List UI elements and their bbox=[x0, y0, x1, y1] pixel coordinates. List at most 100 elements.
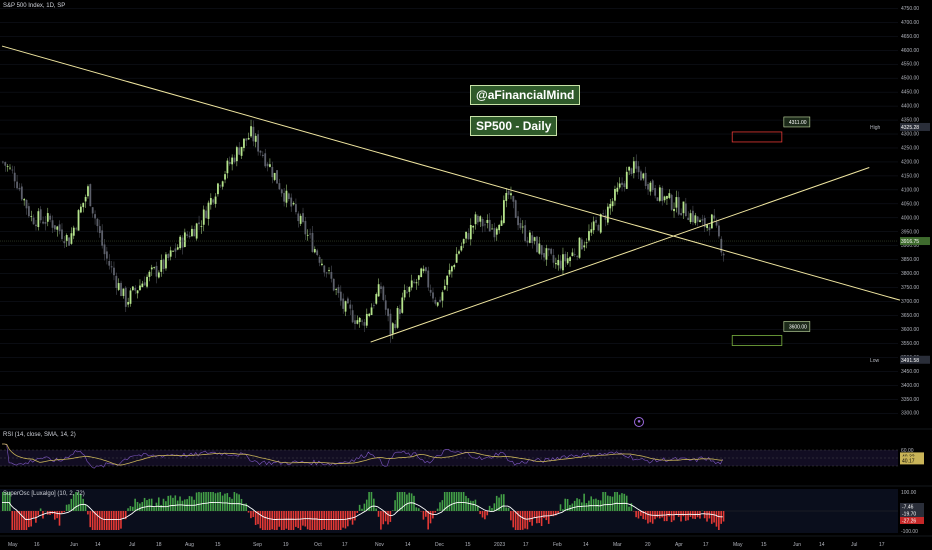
superosc-bar bbox=[510, 511, 512, 521]
high-tag: High bbox=[870, 125, 881, 131]
candle-body bbox=[451, 266, 453, 272]
candle-body bbox=[623, 183, 626, 188]
superosc-bar bbox=[247, 511, 250, 513]
superosc-bar bbox=[389, 511, 392, 522]
candle-body bbox=[337, 287, 340, 294]
superosc-bar bbox=[491, 507, 493, 511]
candle-body bbox=[722, 253, 725, 256]
candle-body bbox=[708, 227, 711, 231]
superosc-bar bbox=[120, 511, 122, 529]
candle-body bbox=[580, 239, 583, 250]
candle-body bbox=[375, 294, 378, 304]
low-value-tag-box bbox=[900, 355, 930, 364]
superosc-bar bbox=[32, 511, 35, 519]
superosc-bar bbox=[623, 493, 626, 511]
candle-body bbox=[42, 221, 44, 224]
time-axis[interactable]: May 16 Jun 14 Jul 18 Aug 15 Sep 19 Oct 17 Nov 14 Dec 15… bbox=[0, 535, 932, 548]
superosc-bar bbox=[380, 511, 382, 530]
candle-body bbox=[217, 183, 219, 195]
candle-body bbox=[61, 229, 63, 240]
superosc-bar bbox=[195, 492, 198, 511]
superosc-bar bbox=[122, 511, 125, 519]
candle-body bbox=[150, 267, 153, 270]
candle-body bbox=[644, 172, 647, 186]
rsi-axis-label: 60.00 bbox=[901, 448, 914, 454]
superosc-bar bbox=[226, 493, 229, 511]
superosc-pane: 100.00 -100.00 -7.46-19.70-27.26 bbox=[0, 485, 932, 535]
candle-body bbox=[559, 260, 562, 269]
candle-body bbox=[446, 275, 449, 285]
superosc-bar bbox=[382, 511, 385, 525]
superosc-bar bbox=[602, 492, 604, 511]
superosc-bar bbox=[276, 511, 278, 530]
candle-body bbox=[264, 153, 267, 167]
superosc-label: SuperOsc [Luxalgo] (10, 2, 72) bbox=[3, 491, 85, 497]
candle-body bbox=[365, 313, 368, 326]
superosc-bar bbox=[576, 498, 578, 511]
price-tick-label: 3750.00 bbox=[901, 285, 919, 291]
candle-body bbox=[590, 229, 593, 233]
candle-body bbox=[465, 231, 467, 239]
candle-body bbox=[13, 172, 16, 182]
candle-body bbox=[453, 265, 456, 268]
price-tick-label: 4450.00 bbox=[901, 90, 919, 96]
candle-body bbox=[628, 166, 631, 171]
candle-body bbox=[403, 290, 406, 298]
candle-body bbox=[328, 270, 330, 271]
candle-body bbox=[526, 240, 529, 243]
candle-body bbox=[562, 254, 564, 271]
superosc-bar bbox=[146, 500, 148, 511]
candle-body bbox=[363, 322, 366, 326]
superosc-bar bbox=[110, 511, 113, 530]
superosc-bar bbox=[706, 511, 708, 522]
candle-body bbox=[2, 161, 4, 163]
superosc-bar bbox=[616, 492, 619, 511]
time-tick-label: Mar bbox=[613, 542, 622, 548]
superosc-bar bbox=[488, 505, 491, 511]
superosc-bar bbox=[23, 511, 25, 530]
candle-body bbox=[316, 250, 319, 256]
price-tick-label: 4550.00 bbox=[901, 62, 919, 68]
price-tick-label: 4750.00 bbox=[901, 6, 919, 12]
superosc-bar bbox=[571, 503, 574, 511]
superosc-bar bbox=[261, 511, 264, 530]
candle-body bbox=[701, 219, 704, 221]
candle-body bbox=[250, 126, 252, 137]
candle-body bbox=[500, 220, 503, 226]
candle-body bbox=[176, 247, 179, 250]
time-tick-label: 2023 bbox=[494, 542, 505, 548]
superosc-bar bbox=[720, 511, 722, 524]
alert-icon[interactable]: ● bbox=[634, 417, 644, 427]
superosc-bar bbox=[39, 508, 42, 511]
superosc-bar bbox=[524, 511, 526, 529]
superosc-bar bbox=[228, 497, 231, 511]
target-label-box bbox=[783, 321, 811, 332]
candle-body bbox=[313, 249, 316, 253]
candle-body bbox=[214, 196, 217, 204]
candle-body bbox=[129, 290, 132, 304]
candle-body bbox=[25, 199, 28, 209]
superosc-bar bbox=[235, 493, 238, 511]
target-boxes: 4311.00 3600.00 bbox=[731, 116, 811, 346]
candle-body bbox=[621, 182, 623, 186]
candle-body bbox=[321, 263, 323, 265]
candle-body bbox=[266, 163, 269, 167]
high-value-tag: 4325.28 bbox=[901, 125, 919, 131]
price-axis[interactable]: 3300.003350.003400.003450.003500.003550.… bbox=[870, 6, 930, 417]
superosc-bar bbox=[562, 509, 564, 511]
superosc-bar bbox=[554, 511, 557, 516]
superosc-bar bbox=[224, 493, 226, 511]
candle-body bbox=[224, 174, 226, 180]
rsi-value-b-box bbox=[900, 456, 924, 465]
candle-body bbox=[703, 218, 706, 228]
candle-body bbox=[141, 283, 144, 288]
candle-body bbox=[209, 198, 212, 205]
candle-body bbox=[502, 200, 505, 223]
candle-body bbox=[87, 186, 89, 197]
superosc-bar bbox=[157, 497, 160, 511]
candle-body bbox=[661, 187, 664, 202]
candle-body bbox=[283, 192, 286, 202]
superosc-bar bbox=[585, 502, 588, 511]
